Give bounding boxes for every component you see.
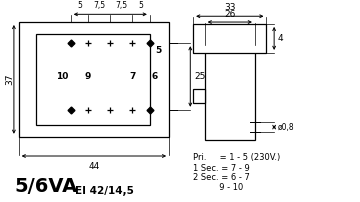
Text: 37: 37 [5, 74, 14, 85]
Bar [205, 45, 255, 140]
Text: 2 Sec. = 6 - 7: 2 Sec. = 6 - 7 [193, 173, 250, 182]
Bar [36, 34, 150, 125]
Text: 4: 4 [278, 34, 284, 43]
Bar [193, 24, 266, 53]
Text: 9: 9 [85, 72, 91, 81]
Text: 7,5: 7,5 [93, 1, 105, 11]
Text: 5/6VA: 5/6VA [15, 177, 78, 196]
Text: 6: 6 [152, 72, 158, 81]
Text: 26: 26 [224, 10, 235, 19]
Bar [19, 22, 169, 137]
Text: 25: 25 [194, 72, 206, 81]
Text: 7: 7 [129, 72, 136, 81]
Text: 1 Sec. = 7 - 9: 1 Sec. = 7 - 9 [193, 164, 250, 173]
Text: EI 42/14,5: EI 42/14,5 [75, 185, 134, 196]
Text: 5: 5 [77, 1, 82, 11]
Text: Pri.     = 1 - 5 (230V.): Pri. = 1 - 5 (230V.) [193, 153, 280, 162]
Text: 7,5: 7,5 [115, 1, 127, 11]
Text: 5: 5 [156, 46, 162, 56]
Text: ø0,8: ø0,8 [278, 123, 294, 132]
Text: 10: 10 [57, 72, 69, 81]
Bar [193, 88, 205, 103]
Text: 33: 33 [224, 3, 235, 12]
Text: 5: 5 [139, 1, 144, 11]
Text: 9 - 10: 9 - 10 [193, 183, 243, 192]
Text: 44: 44 [88, 162, 99, 171]
